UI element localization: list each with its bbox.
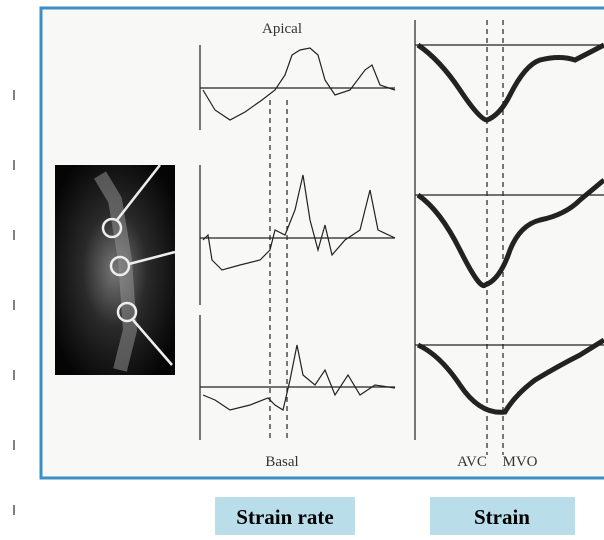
basal-label: Basal bbox=[265, 454, 298, 470]
caption-box bbox=[215, 497, 355, 535]
caption: Strain rate bbox=[236, 505, 333, 529]
strain-rate-curves bbox=[199, 45, 396, 440]
strain-curves bbox=[414, 20, 604, 455]
echo-image bbox=[55, 164, 176, 375]
frame bbox=[39, 6, 604, 480]
caption-box bbox=[430, 497, 575, 535]
avc-label: AVC bbox=[457, 454, 487, 470]
caption: Strain bbox=[474, 505, 530, 529]
apical-label: Apical bbox=[262, 21, 302, 37]
mvo-label: MVO bbox=[502, 454, 537, 470]
